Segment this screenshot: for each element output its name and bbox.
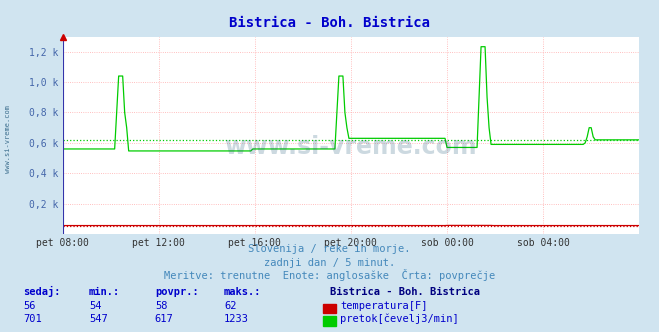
- Text: 58: 58: [155, 301, 167, 311]
- Text: www.si-vreme.com: www.si-vreme.com: [225, 135, 477, 159]
- Text: www.si-vreme.com: www.si-vreme.com: [5, 106, 11, 173]
- Text: 1233: 1233: [224, 314, 249, 324]
- Text: Meritve: trenutne  Enote: anglosaške  Črta: povprečje: Meritve: trenutne Enote: anglosaške Črta…: [164, 269, 495, 281]
- Text: Slovenija / reke in morje.: Slovenija / reke in morje.: [248, 244, 411, 254]
- Text: 617: 617: [155, 314, 173, 324]
- Text: temperatura[F]: temperatura[F]: [340, 301, 428, 311]
- Text: Bistrica - Boh. Bistrica: Bistrica - Boh. Bistrica: [330, 288, 480, 297]
- Text: povpr.:: povpr.:: [155, 288, 198, 297]
- Text: 62: 62: [224, 301, 237, 311]
- Text: Bistrica - Boh. Bistrica: Bistrica - Boh. Bistrica: [229, 16, 430, 30]
- Text: pretok[čevelj3/min]: pretok[čevelj3/min]: [340, 313, 459, 324]
- Text: sedaj:: sedaj:: [23, 287, 61, 297]
- Text: 56: 56: [23, 301, 36, 311]
- Text: min.:: min.:: [89, 288, 120, 297]
- Text: 54: 54: [89, 301, 101, 311]
- Text: 701: 701: [23, 314, 42, 324]
- Text: zadnji dan / 5 minut.: zadnji dan / 5 minut.: [264, 258, 395, 268]
- Text: maks.:: maks.:: [224, 288, 262, 297]
- Text: 547: 547: [89, 314, 107, 324]
